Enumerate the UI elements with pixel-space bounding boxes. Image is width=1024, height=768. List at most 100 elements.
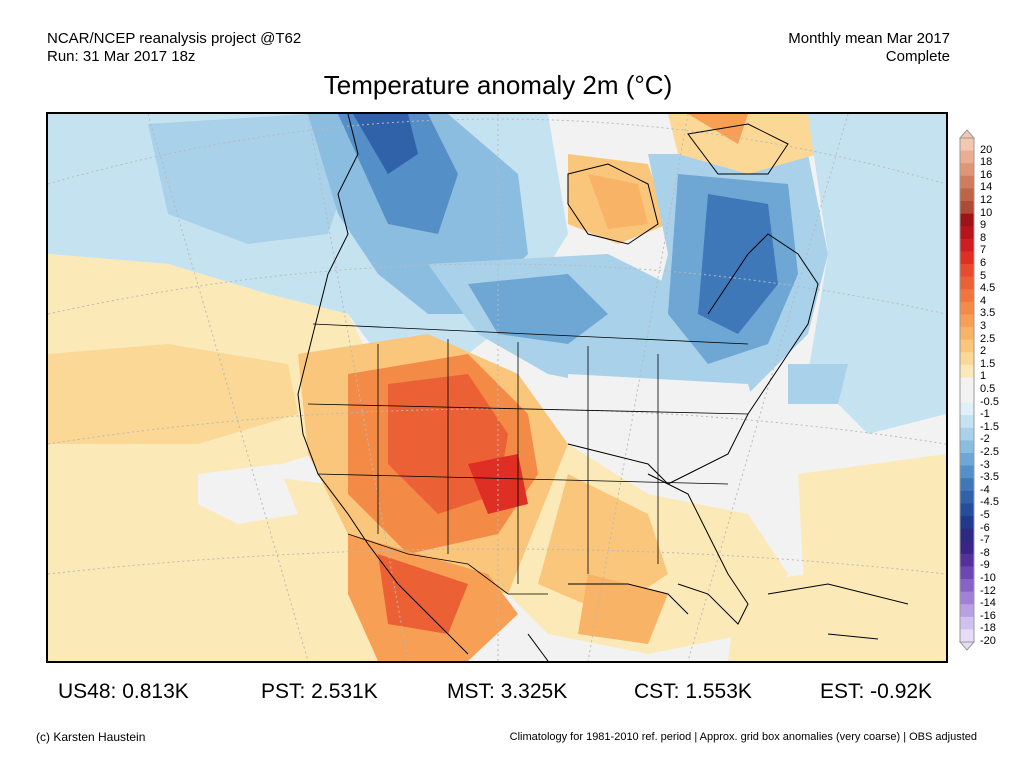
map-svg [48,114,946,661]
colorbar-label: 9 [980,219,987,232]
colorbar-swatch [960,390,974,404]
colorbar-label: 6 [980,257,987,269]
anomaly-map [46,112,948,663]
colorbar-swatch [960,314,974,328]
colorbar-label: 0.5 [980,383,996,395]
anomaly-region-caribbean-warm [728,554,946,661]
colorbar-label: 4 [980,294,987,307]
colorbar-label: -3 [980,458,990,471]
colorbar-label: -10 [980,572,996,584]
colorbar-swatch [960,453,974,467]
colorbar-swatch [960,251,974,265]
anomaly-region-atlantic-cold-2 [788,364,848,404]
colorbar-swatch [960,553,974,567]
colorbar-label: -1.5 [980,420,999,433]
model-label: NCAR/NCEP reanalysis project @T62 [47,30,302,47]
colorbar-svg [958,129,976,651]
header-right: Monthly mean Mar 2017 Complete [788,30,950,66]
colorbar-label: 1.5 [980,357,996,370]
colorbar-swatch [960,427,974,441]
colorbar-label: -14 [980,597,996,610]
anomaly-region-pacific-cold-2 [148,114,348,244]
colorbar-label: 16 [980,168,993,181]
anomaly-region-atlantic-cold [808,114,946,434]
colorbar-swatch [960,541,974,555]
colorbar-swatch [960,377,974,391]
colorbar: 20 18 16 14 12 10 9 8 7 6 5 4.5 4 3.5 3 2.5 2 1.5 1 0.5 -0.5… [958,129,1020,651]
header-left: NCAR/NCEP reanalysis project @T62 Run: 3… [47,30,301,66]
chart-title: Temperature anomaly 2m (°C) [323,70,673,100]
colorbar-swatch [960,188,974,202]
period-label: Monthly mean Mar 2017 [788,30,950,47]
stat-mst: MST: 3.325K [447,680,568,703]
colorbar-swatch [960,175,974,189]
anomaly-region-ep-warm [48,474,408,661]
stat-pst: PST: 2.531K [261,680,378,703]
colorbar-label: -4.5 [980,496,999,509]
colorbar-swatch [960,616,974,630]
colorbar-swatch [960,579,974,593]
colorbar-swatch [960,465,974,479]
colorbar-label: 5 [980,269,987,282]
colorbar-swatch [960,490,974,504]
colorbar-swatch [960,289,974,303]
status-label: Complete [885,48,950,65]
colorbar-swatch [960,201,974,215]
colorbar-label: -1 [980,408,990,421]
coastlines [297,114,909,661]
colorbar-label: -5 [980,509,990,521]
graticule [48,114,946,661]
colorbar-label: -9 [980,559,990,572]
colorbar-swatch [960,566,974,580]
run-label: Run: 31 Mar 2017 18z [47,48,196,65]
colorbar-swatch [960,327,974,341]
colorbar-label: 3 [980,320,987,332]
anomaly-region-hudson-warm-2 [588,174,648,229]
anomaly-region-wcanada-cold-2 [338,114,458,234]
colorbar-label: -18 [980,622,996,635]
colorbar-arrow-bottom [958,641,976,651]
stat-est: EST: -0.92K [820,680,933,703]
colorbar-swatch [960,415,974,429]
colorbar-swatch [960,264,974,278]
anomaly-region-southeast-warm-2 [538,474,668,614]
stat-cst: CST: 1.553K [634,680,752,703]
colorbar-label: 14 [980,181,993,194]
colorbar-frame [959,137,975,643]
colorbar-label: -4 [980,483,990,496]
colorbar-label: -2.5 [980,446,999,458]
colorbar-swatch [960,276,974,290]
stat-us48: US48: 0.813K [58,680,189,703]
colorbar-swatch [960,629,974,643]
regional-anomalies: US48: 0.813K PST: 2.531K MST: 3.325K CST… [0,680,1024,706]
anomaly-region-prairie-cold-2 [468,274,608,344]
credit: (c) Karsten Haustein [36,730,146,744]
colorbar-swatch [960,339,974,353]
colorbar-swatch [960,604,974,618]
colorbar-label: -20 [980,635,996,647]
colorbar-label: 12 [980,194,993,206]
colorbar-swatch [960,163,974,177]
colorbar-swatch [960,238,974,252]
colorbar-label: -6 [980,521,990,534]
colorbar-swatch [960,528,974,542]
colorbar-label: 2 [980,345,987,358]
anomaly-region-wcanada-cold-3 [353,114,418,174]
colorbar-label: -16 [980,609,996,622]
colorbar-label: 18 [980,156,993,169]
colorbar-label: 1 [980,370,987,383]
colorbar-label: 20 [980,143,993,156]
colorbar-label: 4.5 [980,282,996,295]
colorbar-label: 8 [980,231,987,244]
colorbar-swatch [960,150,974,164]
colorbar-swatch [960,226,974,240]
colorbar-label: -2 [980,433,990,446]
colorbar-label: -7 [980,534,990,547]
colorbar-swatch [960,503,974,517]
colorbar-label: -3.5 [980,471,999,484]
political-borders [307,323,749,595]
colorbar-label: 2.5 [980,332,996,345]
colorbar-swatch [960,352,974,366]
colorbar-swatch [960,301,974,315]
colorbar-label: -0.5 [980,395,999,408]
